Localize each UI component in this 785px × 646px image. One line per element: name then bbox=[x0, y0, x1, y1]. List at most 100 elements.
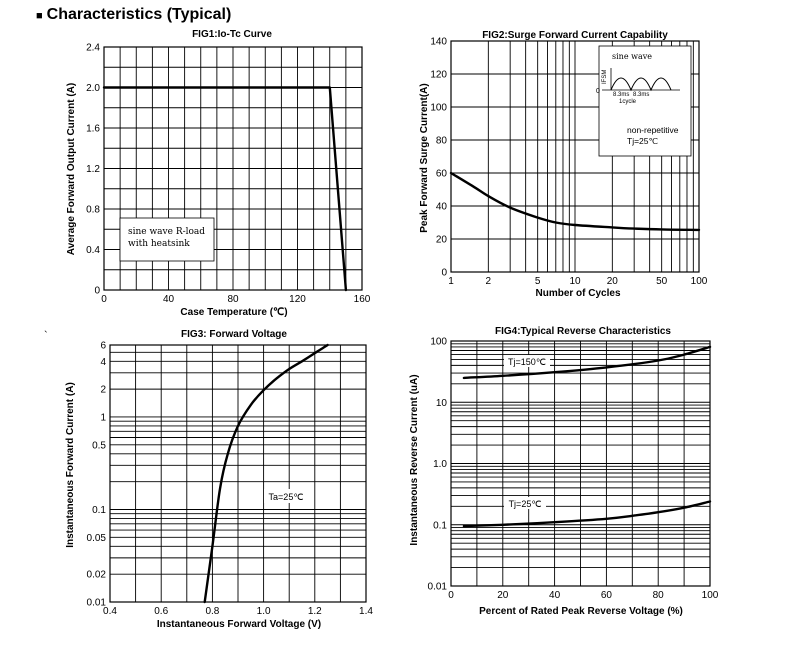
fig2-x-tick-label: 100 bbox=[691, 276, 708, 287]
fig4-y-tick-label: 0.01 bbox=[428, 582, 448, 593]
fig3-y-tick-label: 0.1 bbox=[92, 505, 106, 516]
fig2-plot-frame bbox=[450, 40, 700, 273]
fig2-y-tick-label: 140 bbox=[430, 37, 447, 48]
fig3-x-axis-label: Instantaneous Forward Voltage (V) bbox=[157, 619, 321, 630]
fig4-y-tick-label: 100 bbox=[430, 337, 447, 348]
fig3-x-tick-label: 1.2 bbox=[308, 606, 322, 617]
fig3-y-axis-label: Instantaneous Forward Current (A) bbox=[65, 382, 76, 548]
fig3-plot-frame bbox=[109, 344, 367, 603]
fig1-x-tick-label: 120 bbox=[289, 294, 306, 305]
fig3-y-tick-label: 0.02 bbox=[87, 570, 107, 581]
fig1-y-tick-label: 0 bbox=[94, 286, 100, 297]
fig2-x-tick-label: 5 bbox=[535, 276, 541, 287]
fig4-x-tick-label: 60 bbox=[601, 590, 613, 601]
fig2-x-tick-label: 50 bbox=[656, 276, 668, 287]
fig4-title: FIG4:Typical Reverse Characteristics bbox=[495, 326, 671, 337]
fig2-annotation-line1: non-repetitive bbox=[627, 125, 679, 135]
stray-mark: ` bbox=[44, 330, 48, 342]
fig1-y-tick-label: 1.6 bbox=[86, 124, 100, 135]
fig2-title: FIG2:Surge Forward Current Capability bbox=[482, 30, 668, 41]
fig3-y-tick-label: 0.01 bbox=[87, 598, 107, 609]
fig1-x-tick-label: 80 bbox=[227, 294, 239, 305]
fig4-annotation-tj25: Tj=25℃ bbox=[509, 499, 542, 509]
fig4-x-tick-label: 40 bbox=[549, 590, 561, 601]
fig1-y-tick-label: 2.0 bbox=[86, 83, 100, 94]
fig2-x-tick-label: 20 bbox=[607, 276, 619, 287]
fig3-chart: 0.4 0.6 0.8 1.0 1.2 1.4 0.01 0.02 0.05 0.1 0.5 1 2 4 6… bbox=[65, 329, 373, 630]
fig2-inset-sine-wave bbox=[610, 77, 672, 92]
fig2-x-tick-label: 10 bbox=[569, 276, 581, 287]
fig2-inset-title: sine wave bbox=[612, 52, 652, 61]
fig2-y-axis-label: Peak Forward Surge Current(A) bbox=[419, 83, 430, 232]
fig3-y-tick-label: 6 bbox=[100, 341, 106, 352]
fig3-series-line-0 bbox=[203, 343, 329, 604]
fig2-y-tick-label: 100 bbox=[430, 103, 447, 114]
fig2-inset-t1-label: 8.3ms bbox=[613, 92, 629, 98]
fig2-x-axis-label: Number of Cycles bbox=[535, 288, 620, 299]
fig1-annotation-box bbox=[119, 217, 215, 262]
fig4-series-line-0 bbox=[462, 345, 712, 380]
fig3-y-tick-label: 0.5 bbox=[92, 440, 106, 451]
fig3-title: FIG3: Forward Voltage bbox=[181, 329, 287, 340]
fig3-y-tick-label: 0.05 bbox=[87, 533, 107, 544]
fig1-y-tick-label: 0.8 bbox=[86, 205, 100, 216]
fig1-annotation-line2: with heatsink bbox=[128, 239, 190, 249]
fig3-x-tick-label: 1.4 bbox=[359, 606, 373, 617]
fig1-chart: 0 40 80 120 160 0 0.4 0.8 1.2 1.6 2.0 2.4 FIG1:Io-Tc… bbox=[66, 29, 371, 318]
fig2-y-tick-label: 80 bbox=[436, 136, 448, 147]
fig4-y-tick-label: 1.0 bbox=[433, 459, 447, 470]
fig1-x-tick-label: 0 bbox=[101, 294, 107, 305]
fig4-series-line-1 bbox=[462, 500, 712, 528]
fig4-x-tick-label: 0 bbox=[448, 590, 454, 601]
page-title-text: Characteristics (Typical) bbox=[46, 6, 232, 23]
fig1-y-tick-label: 2.4 bbox=[86, 43, 100, 54]
fig1-series-line-0 bbox=[102, 86, 348, 292]
fig1-annotation-line1: sine wave R-load bbox=[128, 227, 205, 237]
fig3-annotation-bg bbox=[264, 489, 308, 503]
fig3-x-tick-label: 0.4 bbox=[103, 606, 117, 617]
fig4-y-axis-label: Instantaneous Reverse Current (uA) bbox=[409, 374, 420, 545]
fig3-y-tick-label: 2 bbox=[100, 385, 106, 396]
fig1-title: FIG1:Io-Tc Curve bbox=[192, 29, 272, 40]
fig3-annotation: Ta=25℃ bbox=[269, 492, 304, 502]
fig2-annotation-line2: Tj=25℃ bbox=[627, 136, 658, 146]
fig3-x-tick-label: 1.0 bbox=[257, 606, 271, 617]
fig2-y-tick-label: 40 bbox=[436, 202, 448, 213]
bullet-square-icon: ■ bbox=[36, 10, 43, 22]
fig2-inset-zero-label: 0 bbox=[596, 88, 600, 95]
fig2-y-tick-label: 120 bbox=[430, 70, 447, 81]
fig4-y-tick-label: 0.1 bbox=[433, 520, 447, 531]
fig2-inset-cycle-label: 1cycle bbox=[619, 99, 637, 105]
fig4-annotation-tj150: Tj=150℃ bbox=[508, 357, 546, 367]
fig1-y-tick-label: 1.2 bbox=[86, 164, 100, 175]
fig2-inset-ifsm-label: IFSM bbox=[602, 70, 608, 84]
fig4-plot-frame bbox=[450, 340, 711, 587]
fig2-x-tick-label: 1 bbox=[448, 276, 454, 287]
fig2-chart: 1 2 5 10 20 50 100 0 20 40 60 80 100 120 140 FIG2:Surge… bbox=[419, 30, 708, 299]
fig1-x-tick-label: 160 bbox=[354, 294, 371, 305]
fig1-y-axis-label: Average Forward Output Current (A) bbox=[66, 83, 77, 255]
page-title: ■ Characteristics (Typical) bbox=[36, 6, 231, 24]
fig1-plot-frame bbox=[103, 46, 363, 291]
fig3-x-tick-label: 0.6 bbox=[154, 606, 168, 617]
fig3-x-tick-label: 0.8 bbox=[205, 606, 219, 617]
fig4-annotation-bg-1 bbox=[504, 355, 550, 367]
fig1-x-tick-label: 40 bbox=[163, 294, 175, 305]
fig2-y-tick-label: 20 bbox=[436, 235, 448, 246]
fig2-y-tick-label: 0 bbox=[441, 268, 447, 279]
fig4-x-axis-label: Percent of Rated Peak Reverse Voltage (%… bbox=[479, 606, 683, 617]
fig2-x-tick-label: 2 bbox=[486, 276, 492, 287]
fig4-x-tick-label: 80 bbox=[653, 590, 665, 601]
fig2-y-tick-label: 60 bbox=[436, 169, 448, 180]
fig3-y-tick-label: 4 bbox=[100, 357, 106, 368]
fig4-annotation-bg-2 bbox=[504, 497, 546, 509]
fig4-x-tick-label: 20 bbox=[497, 590, 509, 601]
fig2-inset-box bbox=[598, 45, 692, 157]
fig4-chart: 0 20 40 60 80 100 0.01 0.1 1.0 10 100 FIG4:Typical … bbox=[409, 326, 719, 617]
fig1-x-axis-label: Case Temperature (℃) bbox=[180, 307, 287, 318]
fig4-y-tick-label: 10 bbox=[436, 398, 448, 409]
fig2-series-line-0 bbox=[449, 171, 701, 232]
fig3-y-tick-label: 1 bbox=[100, 412, 106, 423]
fig2-inset-t2-label: 8.3ms bbox=[633, 92, 649, 98]
